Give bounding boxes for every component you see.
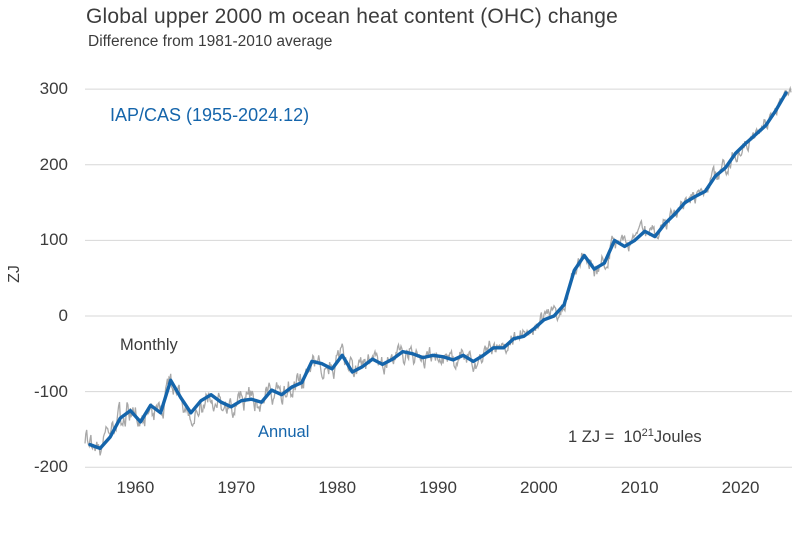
unit-note-prefix: 1 ZJ = [568, 428, 615, 446]
y-axis-label: ZJ [6, 265, 23, 283]
y-tick-label: 0 [58, 306, 68, 325]
y-tick-label: -100 [33, 381, 68, 401]
annual-series-line [88, 91, 788, 451]
unit-note-suffix: Joules [653, 428, 702, 446]
x-tick-label: 1980 [318, 478, 357, 497]
y-tick-label: -200 [33, 457, 68, 477]
x-tick-label: 2000 [519, 478, 558, 497]
chart-title: Global upper 2000 m ocean heat content (… [86, 5, 619, 28]
x-tick-label: 1960 [116, 478, 155, 497]
unit-note-base: 10 [623, 428, 642, 446]
unit-note: 1 ZJ = 1021Joules [568, 427, 702, 447]
monthly-series-label: Monthly [120, 336, 178, 354]
x-tick-label: 1990 [419, 478, 457, 497]
y-tick-label: 200 [39, 154, 68, 174]
monthly-series-line [84, 85, 792, 456]
series-source-label: IAP/CAS (1955-2024.12) [110, 105, 310, 125]
unit-note-exponent: 21 [641, 427, 654, 439]
x-tick-label: 1970 [217, 478, 256, 497]
y-tick-label: 100 [39, 230, 68, 250]
y-tick-label: 300 [39, 79, 68, 99]
x-tick-label: 2020 [721, 478, 760, 497]
chart-subtitle: Difference from 1981-2010 average [88, 33, 333, 50]
annual-series-label: Annual [258, 423, 310, 441]
x-tick-label: 2010 [620, 478, 659, 497]
